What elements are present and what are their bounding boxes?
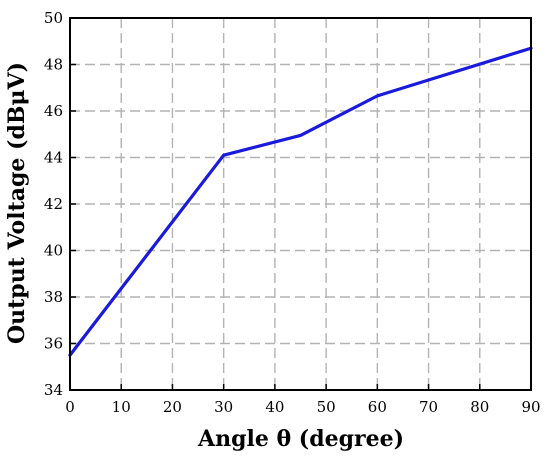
y-tick-label-46: 46	[44, 102, 63, 120]
x-tick-label-0: 0	[65, 398, 75, 416]
x-tick-label-60: 60	[368, 398, 387, 416]
x-tick-label-20: 20	[163, 398, 182, 416]
series-layer	[68, 46, 533, 357]
x-axis-ticks: 0 10 20 30 40 50 60 70 80 90	[65, 384, 541, 416]
x-tick-label-10: 10	[112, 398, 131, 416]
x-tick-label-50: 50	[317, 398, 336, 416]
x-tick-label-30: 30	[214, 398, 233, 416]
y-tick-label-48: 48	[44, 56, 63, 74]
series-line-0	[68, 46, 533, 357]
y-tick-label-44: 44	[44, 149, 63, 167]
y-axis-title: Output Voltage (dBμV)	[4, 62, 30, 344]
x-tick-label-70: 70	[419, 398, 438, 416]
grid-lines	[70, 18, 531, 390]
y-tick-label-34: 34	[44, 381, 63, 399]
x-tick-label-40: 40	[265, 398, 284, 416]
y-tick-label-40: 40	[44, 242, 63, 260]
x-tick-label-90: 90	[521, 398, 540, 416]
x-axis-title: Angle θ (degree)	[197, 426, 404, 452]
y-tick-label-38: 38	[44, 288, 63, 306]
y-tick-label-42: 42	[44, 195, 63, 213]
y-axis-ticks: 34 36 38 40 42 44 46 48 50	[44, 9, 76, 399]
y-tick-label-36: 36	[44, 335, 63, 353]
x-tick-label-80: 80	[470, 398, 489, 416]
y-tick-label-50: 50	[44, 9, 63, 27]
